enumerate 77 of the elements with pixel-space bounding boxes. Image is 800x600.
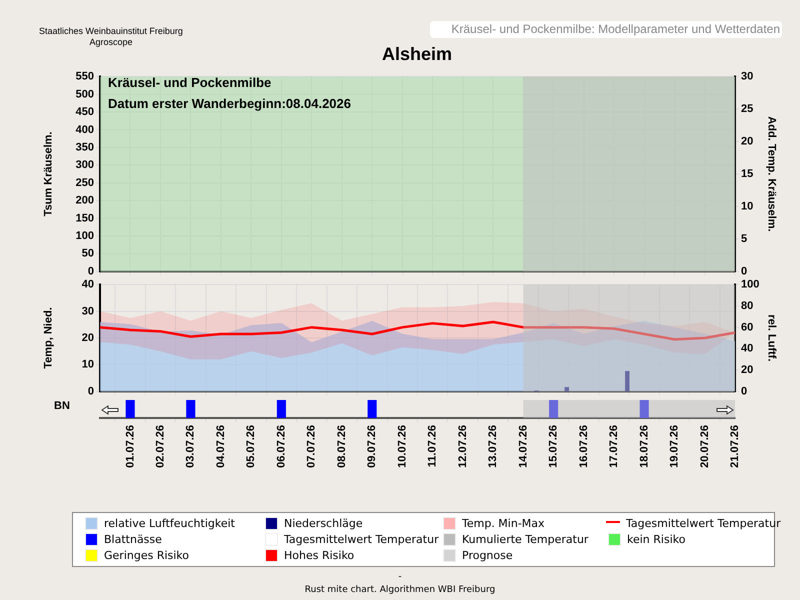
x-tick-label: 16.07.26 <box>578 425 590 468</box>
y-tick-label: 300 <box>76 159 94 172</box>
y2-tick-label: 15 <box>741 168 754 180</box>
x-tick-label: 09.07.26 <box>366 425 378 468</box>
y-tick-label: 500 <box>76 88 94 100</box>
legend-label: relative Luftfeuchtigkeit <box>104 517 235 530</box>
text: Staatliches Weinbauinstitut Freiburg <box>38 26 184 36</box>
y-tick-label: 450 <box>76 106 94 118</box>
legend-label: Geringes Risiko <box>104 549 190 562</box>
y2-axis-title: rel. Luftf. <box>765 314 778 362</box>
x-tick-label: 18.07.26 <box>638 425 650 468</box>
annotation: Kräusel- und Pockenmilbe <box>108 75 272 90</box>
y2-tick-label: 0 <box>741 265 748 278</box>
y-tick-label: 400 <box>76 124 94 136</box>
y2-tick-label: 40 <box>741 342 754 355</box>
y-axis-title: BN <box>54 400 70 412</box>
x-tick-label: 08.07.26 <box>336 425 348 468</box>
annotation: Datum erster Wanderbeginn:08.04.2026 <box>108 96 351 111</box>
x-tick-label: 14.07.26 <box>517 425 530 468</box>
legend-label: Blattnässe <box>104 533 162 546</box>
x-tick-label: 12.07.26 <box>456 425 469 468</box>
y2-tick-label: 20 <box>741 136 754 148</box>
legend-label: Niederschläge <box>284 517 363 530</box>
y2-axis-title: Add. Temp. Kräuselm. <box>765 116 778 232</box>
y2-tick-label: 5 <box>741 232 748 245</box>
y-tick-label: 250 <box>76 176 94 189</box>
y-tick-label: 10 <box>82 358 94 371</box>
x-tick-label: 03.07.26 <box>184 425 197 468</box>
legend-label: Tagesmittelwert Temperatur <box>284 533 439 546</box>
text: - <box>397 572 403 582</box>
x-tick-label: 05.07.26 <box>245 425 258 468</box>
bar <box>564 387 570 392</box>
text: Rust mite chart. Algorithmen WBI Freiburg <box>304 585 496 595</box>
y2-tick-label: 80 <box>741 300 754 312</box>
legend-label: Tagesmittelwert Temperatur <box>626 517 781 530</box>
chart-title: Alsheim <box>382 44 452 64</box>
x-tick-label: 06.07.26 <box>275 425 288 468</box>
x-tick-label: 11.07.26 <box>426 425 439 468</box>
y2-tick-label: 60 <box>741 321 754 334</box>
x-tick-label: 20.07.26 <box>698 425 711 468</box>
y2-tick-label: 25 <box>741 103 754 116</box>
legend-label: Kumulierte Temperatur <box>462 533 588 546</box>
y2-tick-label: 100 <box>741 278 760 291</box>
y2-tick-label: 30 <box>741 70 754 83</box>
x-tick-label: 01.07.26 <box>124 425 136 468</box>
bar <box>625 371 630 392</box>
y-axis-title: Temp, Nied. <box>42 307 55 369</box>
text: Agroscope <box>88 37 134 47</box>
legend-label: Temp. Min-Max <box>462 517 545 530</box>
y-tick-label: 40 <box>82 278 94 291</box>
x-tick-label: 07.07.26 <box>306 425 318 468</box>
x-tick-label: 21.07.26 <box>729 425 742 468</box>
y-tick-label: 350 <box>76 141 94 154</box>
y-tick-label: 100 <box>76 230 94 242</box>
legend-label: Hohes Risiko <box>284 549 354 562</box>
y-axis-title: Tsum Kräuselm. <box>42 132 55 216</box>
x-tick-label: 13.07.26 <box>487 425 500 468</box>
y-tick-label: 0 <box>88 265 94 278</box>
y-tick-label: 200 <box>76 194 94 207</box>
y2-tick-label: 10 <box>741 200 754 212</box>
x-tick-label: 17.07.26 <box>608 425 620 468</box>
x-tick-label: 10.07.26 <box>396 425 408 468</box>
x-tick-label: 19.07.26 <box>668 425 681 468</box>
y-tick-label: 0 <box>88 385 94 398</box>
y-tick-label: 550 <box>76 70 94 83</box>
y-tick-label: 150 <box>76 212 94 224</box>
x-tick-label: 15.07.26 <box>548 425 560 468</box>
y2-tick-label: 20 <box>741 364 754 376</box>
y2-tick-label: 0 <box>741 385 748 398</box>
x-tick-label: 04.07.26 <box>214 425 227 468</box>
y-tick-label: 30 <box>82 305 94 318</box>
legend-label: Prognose <box>462 549 513 562</box>
y-tick-label: 50 <box>82 248 94 260</box>
x-tick-label: 02.07.26 <box>154 425 167 468</box>
legend-label: kein Risiko <box>627 533 686 546</box>
chart-subtitle: Kräusel- und Pockenmilbe: Modellparameter und Wetterdaten <box>430 21 782 38</box>
y-tick-label: 20 <box>82 332 94 344</box>
